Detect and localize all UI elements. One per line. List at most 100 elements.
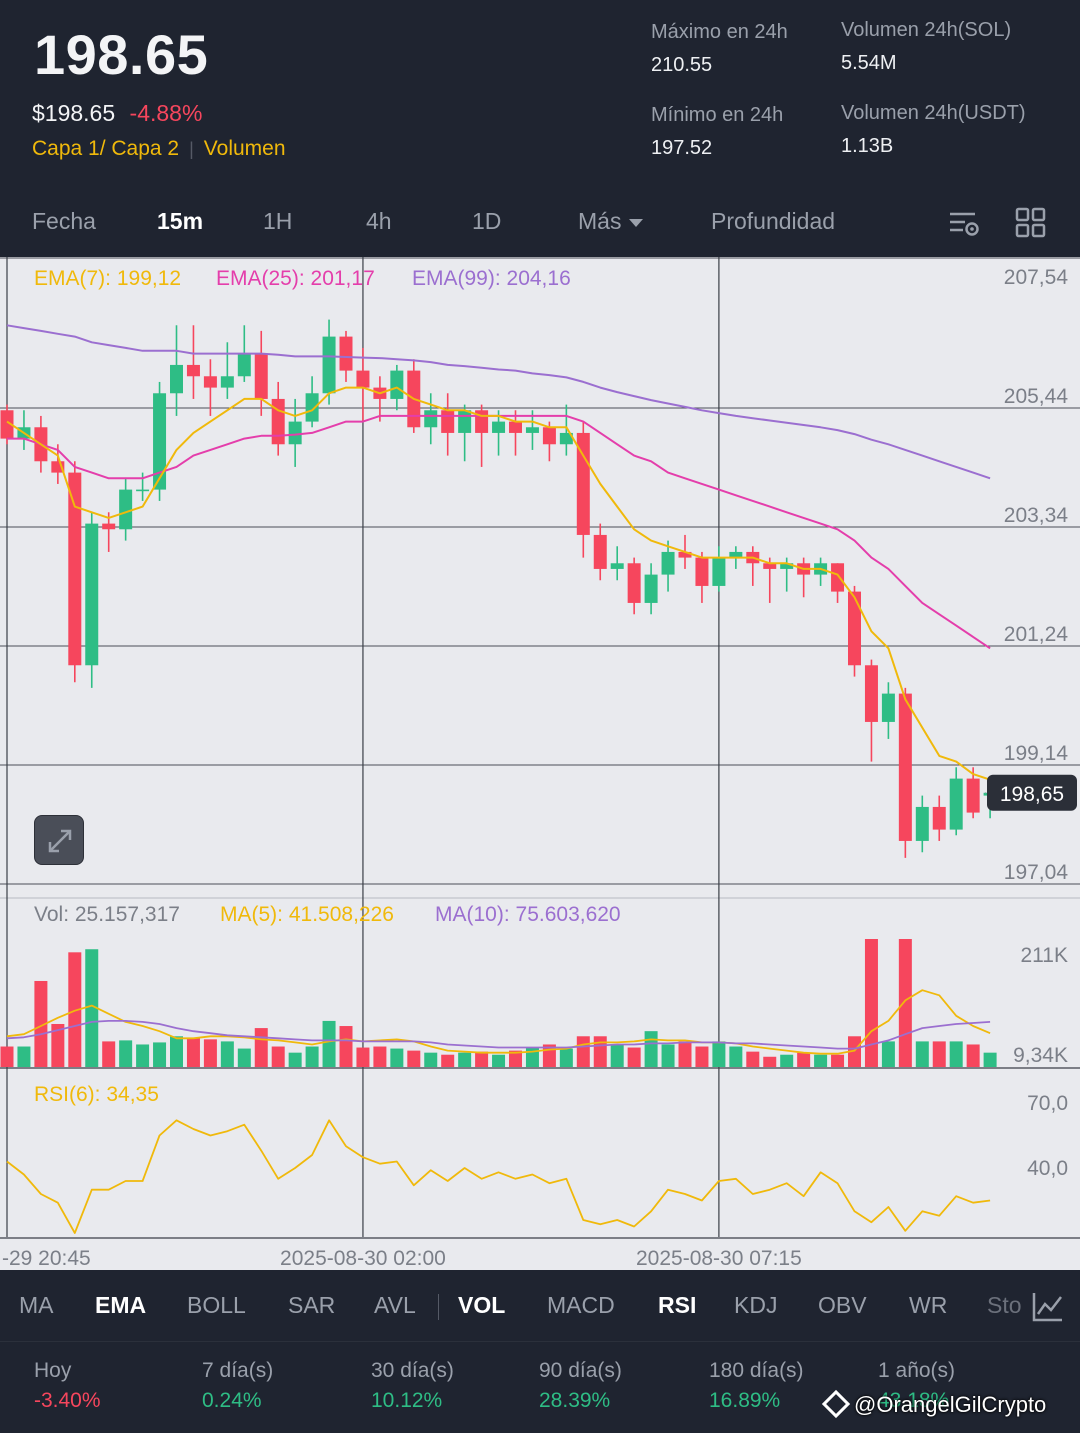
layout-grid-icon[interactable] [1014, 206, 1048, 240]
candle-body [254, 353, 268, 399]
candle-body [271, 398, 285, 445]
perf-value: 10.12% [371, 1389, 443, 1412]
price-line: $198.65 -4.88% [32, 100, 202, 127]
indicator-wr[interactable]: WR [909, 1292, 948, 1318]
volume-bar [153, 1042, 167, 1067]
candle-body [170, 364, 183, 394]
indicator-macd[interactable]: MACD [547, 1292, 615, 1318]
perf-30d: 30 día(s) 10.12% [371, 1356, 454, 1416]
volume-bar [441, 1054, 455, 1067]
volume-bar [593, 1036, 607, 1067]
perf-value: 16.89% [709, 1389, 781, 1412]
chart-settings-icon[interactable] [947, 206, 981, 240]
perf-label: 90 día(s) [539, 1359, 622, 1382]
candle-body [441, 410, 455, 433]
fullscreen-button[interactable] [34, 815, 84, 865]
candle-body [881, 693, 895, 722]
indicator-rsi[interactable]: RSI [658, 1292, 697, 1318]
candle-body [831, 563, 845, 592]
price-tick-label: 197,04 [1004, 861, 1069, 884]
volume-bar [237, 1048, 251, 1067]
ema7-legend: EMA(7): 199,12 [34, 267, 181, 290]
candle-body [0, 410, 14, 439]
candle-body [424, 410, 438, 428]
perf-value: 0.24% [202, 1389, 262, 1412]
candle-body [949, 778, 963, 830]
volume-bar [356, 1047, 370, 1067]
perf-value: 28.39% [539, 1389, 611, 1412]
volume-bar [644, 1031, 658, 1067]
volume-legend: Vol: 25.157,317 [34, 903, 180, 926]
caret-down-icon [629, 218, 644, 227]
price-tick-label: 205,44 [1004, 385, 1069, 408]
perf-180d: 180 día(s) 16.89% [709, 1356, 804, 1416]
volume-bar [763, 1056, 777, 1067]
candle-body [559, 432, 573, 445]
indicator-sar[interactable]: SAR [288, 1292, 336, 1318]
candle-body [390, 370, 404, 399]
tag-volume[interactable]: Volumen [203, 137, 286, 160]
candle-body [729, 551, 743, 558]
indicator-sto[interactable]: Sto [987, 1292, 1022, 1318]
stat-volume-quote-value: 1.13B [841, 135, 894, 157]
indicator-boll[interactable]: BOLL [187, 1292, 246, 1318]
tab-15m[interactable]: 15m [157, 208, 204, 234]
volume-bar [68, 952, 82, 1067]
candle-body [712, 557, 726, 586]
candle-body [576, 432, 590, 535]
stat-high-value: 210.55 [651, 54, 713, 76]
volume-bar [848, 1036, 861, 1067]
rsi-tick-label: 40,0 [1027, 1157, 1068, 1180]
candle-body [288, 421, 302, 445]
volume-bar [661, 1044, 675, 1067]
indicator-settings-icon[interactable] [1031, 1290, 1065, 1324]
ema7-line [6, 386, 991, 781]
tab-4h[interactable]: 4h [366, 208, 392, 234]
chart-area[interactable]: 207,54 205,44 203,34 201,24 199,14 197,04 EMA(… [0, 257, 1080, 1267]
volume-bar [17, 1046, 31, 1067]
volume-bar [322, 1020, 336, 1067]
current-price-label: 198,65 [1000, 783, 1064, 806]
indicator-kdj[interactable]: KDJ [734, 1292, 778, 1318]
tab-1d[interactable]: 1D [472, 208, 502, 234]
candle-body [153, 393, 167, 490]
indicator-ema[interactable]: EMA [95, 1292, 147, 1318]
candle-body [186, 364, 200, 377]
tab-more[interactable]: Más [578, 208, 644, 235]
candle-body [848, 591, 861, 666]
indicator-vol[interactable]: VOL [458, 1292, 506, 1318]
volume-ma10-legend: MA(10): 75.603,620 [435, 903, 621, 926]
volume-bar [51, 1023, 65, 1067]
candle-body [458, 410, 472, 433]
stat-low: Mínimo en 24h 197.52 [651, 99, 783, 165]
tag-layers[interactable]: Capa 1/ Capa 2 [32, 137, 180, 160]
tab-depth[interactable]: Profundidad [711, 208, 836, 234]
indicator-ma[interactable]: MA [19, 1292, 54, 1318]
volume-bar [780, 1054, 794, 1067]
volume-bar [170, 1036, 183, 1067]
indicator-obv[interactable]: OBV [818, 1292, 867, 1318]
last-price: 198.65 [34, 23, 209, 86]
candle-body [966, 778, 980, 813]
volume-bar [695, 1046, 709, 1067]
candle-body [102, 523, 116, 530]
stat-volume-quote: Volumen 24h(USDT) 1.13B [841, 97, 1026, 163]
tab-1h[interactable]: 1H [263, 208, 293, 234]
volume-ma5-legend: MA(5): 41.508,226 [220, 903, 394, 926]
volume-bar [831, 1054, 845, 1067]
ema99-legend: EMA(99): 204,16 [412, 267, 571, 290]
volume-bar [932, 1041, 946, 1067]
tab-date[interactable]: Fecha [32, 208, 96, 234]
stat-low-label: Mínimo en 24h [651, 104, 784, 126]
indicator-bar: MA EMA BOLL SAR AVL VOL MACD RSI KDJ OBV… [0, 1270, 1080, 1342]
candle-body [203, 376, 217, 388]
perf-label: Hoy [34, 1359, 72, 1382]
volume-bar [288, 1052, 302, 1067]
candle-body [356, 370, 370, 388]
rsi-legend: RSI(6): 34,35 [34, 1083, 159, 1106]
indicator-divider [438, 1294, 439, 1320]
indicator-avl[interactable]: AVL [374, 1292, 416, 1318]
ema99-line [6, 324, 991, 480]
perf-value: -3.40% [34, 1389, 101, 1412]
candlestick-chart[interactable]: 207,54 205,44 203,34 201,24 199,14 197,04 EMA(… [0, 257, 1080, 1267]
